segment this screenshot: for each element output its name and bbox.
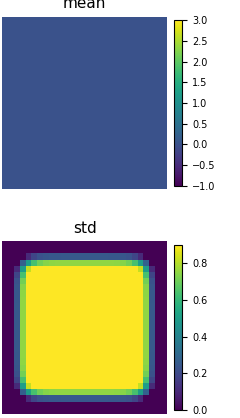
- Title: mean: mean: [63, 0, 106, 11]
- Title: std: std: [73, 221, 96, 236]
